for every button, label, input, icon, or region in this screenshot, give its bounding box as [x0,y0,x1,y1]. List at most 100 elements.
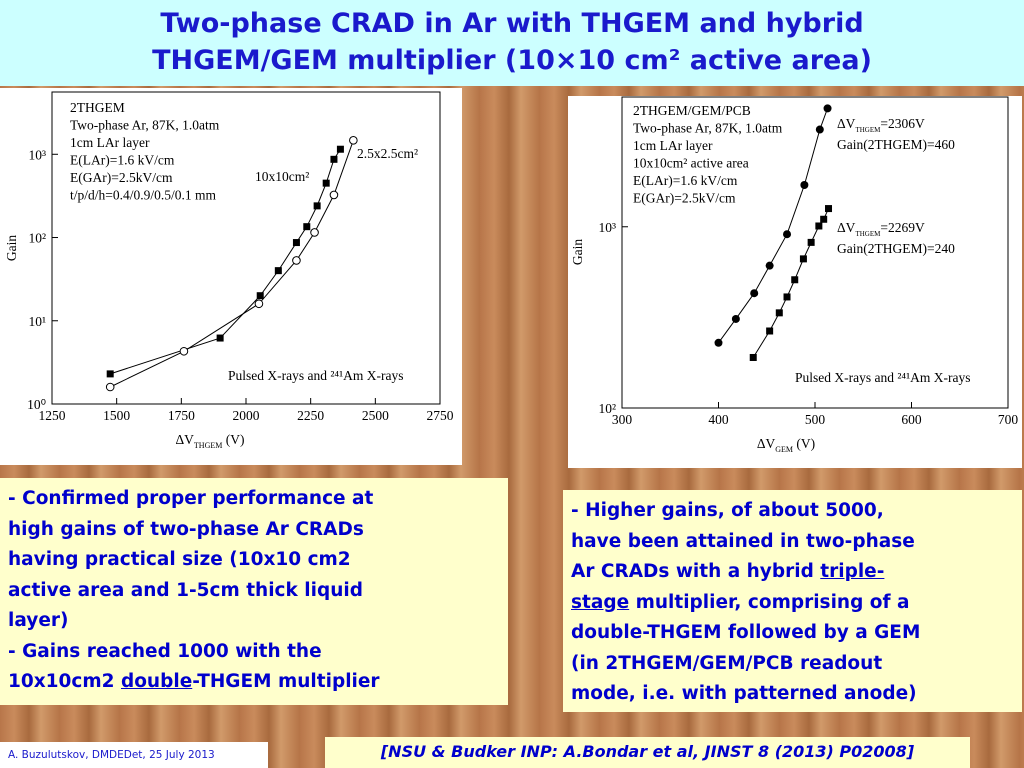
marker [765,261,774,270]
series-label-part: ΔV [837,116,856,131]
series-line [752,208,829,358]
text-line: mode, i.e. with patterned anode) [571,679,1014,710]
y-tick-label: 10³ [598,220,616,235]
text-segment: multiplier, comprising of a [629,591,910,613]
title: Two-phase CRAD in Ar with THGEM and hybr… [0,0,1024,86]
x-tick-label: 2000 [233,408,260,423]
text-segment: having practical size (10x10 cm2 [8,549,351,570]
x-tick-label: 1500 [103,408,130,423]
x-axis-label: ΔVTHGEM (V) [175,432,244,450]
x-tick-label: 700 [998,412,1019,427]
annotation: 2THGEM [70,100,125,115]
marker [825,205,833,213]
marker [330,155,338,163]
text-segment: stage [571,591,630,613]
marker [783,293,791,301]
text-line: Ar CRADs with a hybrid triple- [571,557,1014,588]
y-tick-label: 10² [598,401,616,416]
annotation: E(LAr)=1.6 kV/cm [70,153,175,168]
series-line [718,108,829,344]
marker [820,215,828,223]
marker [292,256,301,265]
text-segment: - Gains reached 1000 with the [8,640,322,662]
series-label-part: THGEM [855,230,881,238]
annotation: E(GAr)=2.5kV/cm [70,170,173,185]
text-line: high gains of two-phase Ar CRADs [8,515,500,546]
annotation: 1cm LAr layer [633,138,713,153]
note: Pulsed X-rays and ²⁴¹Am X-rays [795,370,971,385]
marker [256,292,264,300]
text-line: active area and 1-5cm thick liquid [8,576,500,607]
marker [303,223,311,231]
y-axis-label: Gain [570,239,585,265]
text-line: - Higher gains, of about 5000, [571,496,1014,527]
text-segment: double-THGEM followed by a GEM [571,622,921,643]
x-axis-label-part: THGEM [194,441,222,450]
text-segment: (in 2THGEM/GEM/PCB readout [571,652,883,674]
annotation: E(GAr)=2.5kV/cm [633,191,736,206]
series-note: Gain(2THGEM)=240 [837,241,955,256]
note: Pulsed X-rays and ²⁴¹Am X-rays [228,368,404,383]
x-tick-label: 2500 [362,408,389,423]
series-label: ΔVTHGEM=2306V [837,116,925,134]
marker [823,104,832,113]
text-segment: have been attained in two-phase [571,530,915,552]
title-line: THGEM/GEM multiplier (10×10 cm² active a… [152,45,872,76]
text-line: - Confirmed proper performance at [8,484,500,515]
annotation: t/p/d/h=0.4/0.9/0.5/0.1 mm [70,188,216,203]
x-axis-label-part: ΔV [175,432,194,447]
text-segment: high gains of two-phase Ar CRADs [8,518,364,540]
annotation: 10x10cm² active area [633,156,749,171]
x-axis-label-part: (V) [793,436,815,451]
marker [292,239,300,247]
x-tick-label: 2750 [427,408,454,423]
chart: 1250 1500 1750 2000 2250 2500 2750 10⁰ 10¹ 10² 10³… [0,88,462,465]
marker [336,145,344,153]
y-tick-label: 10⁰ [27,397,47,412]
footer: A. Buzulutskov, DMDEDet, 25 July 2013 [0,742,268,768]
marker [750,289,759,298]
marker [783,230,792,239]
x-axis-label: ΔVGEM (V) [757,436,815,454]
annotation: 2THGEM/GEM/PCB [633,103,751,118]
text-segment: - Confirmed proper performance at [8,488,374,509]
x-tick-label: 1250 [39,408,66,423]
series-label: 2.5x2.5cm² [357,146,418,161]
text-segment: layer) [8,610,69,631]
citation: [NSU & Budker INP: A.Bondar et al, JINST… [325,737,970,768]
marker [791,276,799,284]
marker [766,327,774,335]
marker [322,179,330,187]
text-line: stage multiplier, comprising of a [571,588,1014,619]
series-label-part: =2269V [880,220,925,235]
y-tick-label: 10³ [28,147,46,162]
series-label-part: ΔV [837,220,856,235]
text-segment: -THGEM multiplier [192,671,380,692]
text-line: double-THGEM followed by a GEM [571,618,1014,649]
series-line [110,148,341,375]
text-segment: Ar CRADs with a hybrid [571,561,821,582]
marker [179,346,189,356]
x-tick-label: 400 [708,412,729,427]
x-tick-label: 2250 [297,408,324,423]
series-label: 10x10cm² [255,169,309,184]
text-segment: triple- [820,561,885,582]
text-box: - Confirmed proper performance at high ga… [0,478,508,705]
text-segment: - Higher gains, of about 5000, [571,500,884,521]
text-segment: mode, i.e. with patterned anode) [571,683,917,704]
annotation: E(LAr)=1.6 kV/cm [633,173,738,188]
x-tick-label: 1750 [168,408,195,423]
text-line: - Gains reached 1000 with the [8,637,500,668]
marker [714,338,723,347]
marker [815,222,823,230]
marker [274,267,282,275]
y-tick-label: 10¹ [28,314,46,329]
x-axis-label-part: ΔV [757,436,776,451]
x-axis-label-part: GEM [775,445,793,454]
annotation: Two-phase Ar, 87K, 1.0atm [633,121,783,136]
series-label-part: =2306V [880,116,925,131]
marker [807,238,815,246]
marker [105,382,115,392]
